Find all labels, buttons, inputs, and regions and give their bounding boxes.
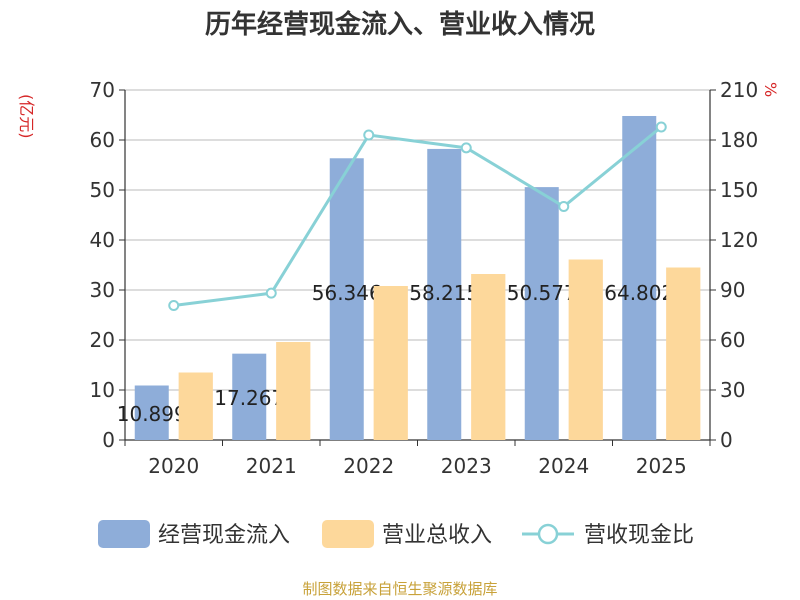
y-right-tick-label: 180 (720, 128, 758, 152)
legend-label-revenue: 营业总收入 (382, 523, 492, 548)
legend-marker-cash-ratio (537, 523, 559, 545)
bar-revenue-overlay (178, 372, 213, 440)
y-left-tick-label: 20 (90, 328, 115, 352)
y-right-tick-label: 210 (720, 78, 758, 102)
x-tick-label: 2020 (148, 454, 199, 478)
line-point (655, 121, 667, 133)
y-right-tick-label: 60 (720, 328, 745, 352)
line-point (265, 287, 277, 299)
bar-cash-inflow (329, 158, 364, 440)
combo-chart: 0 10 20 30 40 50 60 70 0 30 60 90 120 150 180 210 2020 20… (90, 78, 758, 548)
data-label: 10.899 (117, 402, 187, 426)
bar-revenue-overlay (373, 286, 408, 440)
data-label: 58.215 (409, 281, 479, 305)
data-label: 17.267 (214, 386, 284, 410)
y-left-tick-label: 30 (90, 278, 115, 302)
x-tick-label: 2023 (441, 454, 492, 478)
y-left-tick-label: 60 (90, 128, 115, 152)
y-right-tick-label: 30 (720, 378, 745, 402)
y-right-tick-label: 0 (720, 428, 733, 452)
legend-swatch-cash-inflow (98, 520, 150, 548)
legend-label-cash-inflow: 经营现金流入 (158, 523, 290, 548)
bar-revenue-overlay (276, 342, 311, 440)
line-point (168, 300, 180, 311)
bar-revenue-overlay (666, 267, 701, 440)
y-right-tick-label: 120 (720, 228, 758, 252)
source-note: 制图数据来自恒生聚源数据库 (302, 580, 498, 598)
y-right-tick-label: 150 (720, 178, 758, 202)
y-left-tick-label: 0 (102, 428, 115, 452)
x-tick-label: 2025 (636, 454, 687, 478)
bar-cash-inflow (134, 385, 169, 440)
x-tick-label: 2024 (538, 454, 589, 478)
bar-cash-inflow (232, 353, 267, 440)
bar-revenue-overlay (568, 259, 603, 440)
y-right-tick-label: 90 (720, 278, 745, 302)
line-point (558, 201, 570, 212)
bar-cash-inflow (524, 187, 559, 440)
x-tick-label: 2022 (343, 454, 394, 478)
data-label: 64.802 (604, 281, 674, 305)
legend-label-cash-ratio: 营收现金比 (584, 523, 694, 548)
chart-title: 历年经营现金流入、营业收入情况 (204, 10, 595, 40)
line-point (460, 142, 472, 154)
line-point (363, 129, 375, 141)
y-left-tick-label: 70 (90, 78, 115, 102)
data-label: 50.577 (507, 281, 577, 305)
x-tick-label: 2021 (246, 454, 297, 478)
bar-cash-inflow (427, 148, 462, 441)
y-left-tick-label: 40 (90, 228, 115, 252)
y-left-tick-label: 10 (90, 378, 115, 402)
bar-cash-inflow (622, 115, 657, 441)
data-label: 56.346 (312, 281, 382, 305)
y-left-tick-label: 50 (90, 178, 115, 202)
bar-revenue-overlay (471, 274, 506, 440)
legend-swatch-revenue (322, 520, 374, 548)
line-cash-ratio (173, 125, 663, 307)
